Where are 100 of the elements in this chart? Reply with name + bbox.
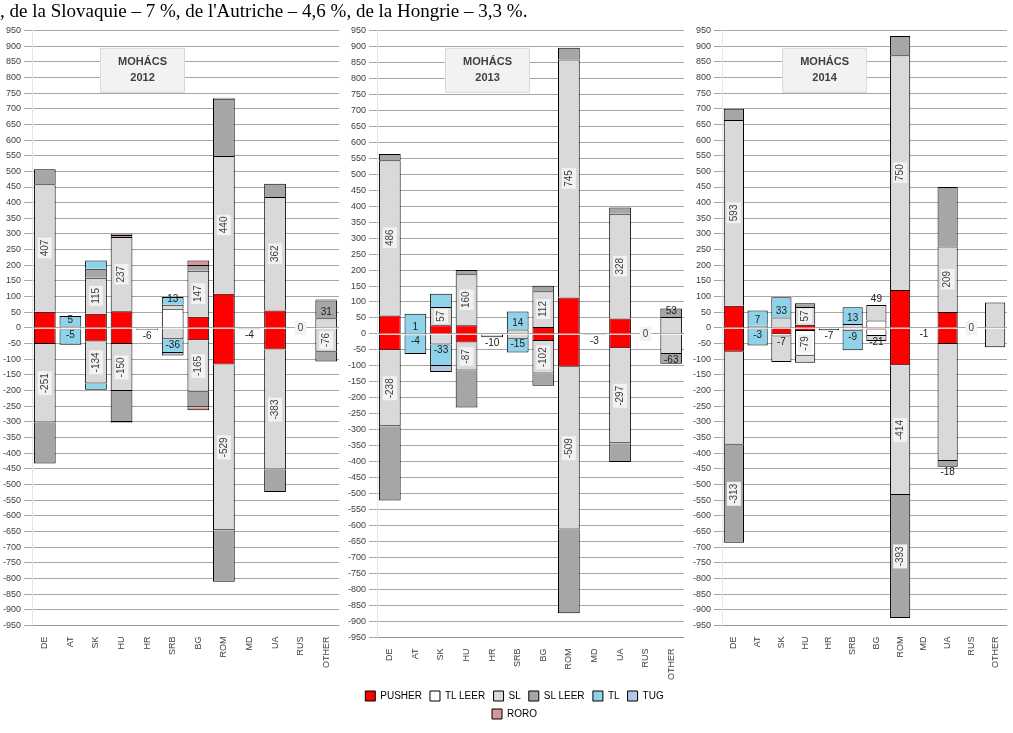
x-tick-label: DE	[728, 636, 739, 650]
y-tick-label: 900	[695, 40, 712, 51]
text: MOHÁCS 2014	[800, 55, 850, 84]
y-tick-label: 300	[695, 228, 712, 239]
y-tick-label: 450	[695, 181, 712, 192]
data-label: -393	[893, 545, 905, 567]
x-tick-label: UA	[942, 636, 953, 650]
data-label: 147	[192, 284, 204, 302]
y-tick-label: 850	[5, 56, 22, 67]
y-tick-label: 400	[695, 197, 712, 208]
y-tick-label: 950	[5, 24, 22, 35]
data-label: 13	[847, 311, 859, 323]
data-label: 0	[642, 327, 649, 339]
x-tick-label: UA	[614, 648, 625, 662]
legend-label: SL	[508, 689, 522, 701]
y-tick-label: -550	[693, 494, 712, 505]
data-label: 49	[870, 292, 883, 304]
y-tick-label: -950	[348, 631, 367, 642]
y-tick-label: 200	[695, 259, 712, 270]
data-label: -509	[562, 437, 574, 459]
data-label: 407	[38, 239, 50, 257]
y-tick-label: -550	[348, 504, 367, 515]
data-label: -7	[824, 329, 834, 341]
data-label: -6	[142, 329, 153, 341]
y-tick-label: -150	[348, 376, 367, 387]
x-tick-label: MD	[243, 636, 254, 651]
y-tick-label: 150	[350, 280, 367, 291]
y-tick-label: -200	[348, 392, 367, 403]
y-tick-label: -750	[3, 557, 22, 568]
data-label: 745	[562, 169, 574, 187]
x-tick-label: OTHER	[989, 636, 1000, 668]
y-tick-label: -600	[3, 510, 22, 521]
y-tick-label: -200	[693, 385, 712, 396]
data-label: 14	[512, 317, 524, 329]
y-tick-label: 0	[706, 322, 712, 333]
data-label: -36	[165, 338, 181, 350]
data-label: -414	[893, 419, 905, 441]
data-label: -4	[410, 334, 421, 346]
x-tick-label: SRB	[167, 636, 178, 656]
x-tick-label: HU	[799, 636, 810, 650]
y-tick-label: -450	[3, 463, 22, 474]
y-tick-label: 900	[5, 40, 22, 51]
data-label: 750	[893, 163, 905, 181]
data-label: 440	[217, 216, 229, 234]
text: , de la Slovaquie – 7 %, de l'Autriche – 4,6 %, de la Hongrie – 3,3 %.	[0, 0, 529, 22]
y-tick-label: 700	[5, 103, 22, 114]
x-tick-label: ROM	[563, 648, 574, 670]
y-tick-label: 100	[350, 296, 367, 307]
legend-label: SL LEER	[543, 689, 585, 701]
x-tick-label: SRB	[512, 648, 523, 668]
x-tick-label: RUS	[295, 636, 306, 656]
y-tick-label: -900	[3, 604, 22, 615]
data-label: -5	[65, 329, 76, 341]
x-tick-label: DE	[384, 648, 395, 662]
y-tick-label: 650	[5, 118, 22, 129]
data-label: -383	[268, 399, 280, 420]
y-tick-label: -100	[3, 353, 22, 364]
y-tick-label: 800	[5, 71, 22, 82]
y-tick-label: 50	[356, 312, 367, 323]
data-label: 5	[67, 314, 74, 326]
data-label: -7	[776, 336, 787, 348]
x-tick-label: AT	[752, 636, 763, 648]
x-tick-label: MD	[588, 648, 599, 663]
y-tick-label: -400	[348, 456, 367, 467]
data-label: -15	[510, 338, 526, 350]
y-tick-label: -450	[348, 472, 367, 483]
y-tick-label: -100	[348, 360, 367, 371]
y-tick-label: 750	[5, 87, 22, 98]
y-tick-label: 650	[695, 118, 712, 129]
y-tick-label: 750	[695, 87, 712, 98]
data-label: -87	[460, 348, 472, 364]
data-label: -79	[798, 335, 810, 351]
data-label: -18	[940, 466, 956, 478]
data-label: 0	[968, 321, 975, 333]
data-label: -134	[89, 351, 101, 373]
y-tick-label: -500	[693, 479, 712, 490]
y-tick-label: -700	[348, 552, 367, 563]
y-tick-label: 850	[350, 56, 367, 67]
data-label: 31	[320, 305, 333, 317]
data-label: 7	[754, 313, 761, 325]
data-label: 112	[537, 300, 549, 317]
data-label: -3	[590, 334, 600, 346]
x-tick-label: RUS	[965, 636, 976, 656]
x-tick-label: BG	[192, 636, 203, 650]
y-tick-label: -850	[348, 600, 367, 611]
y-tick-label: 350	[350, 216, 367, 227]
data-label: 115	[89, 287, 101, 304]
data-label: 1	[412, 321, 419, 333]
y-tick-label: 450	[350, 184, 367, 195]
y-tick-label: 750	[350, 88, 367, 99]
y-tick-label: -300	[348, 424, 367, 435]
y-tick-label: 50	[701, 306, 712, 317]
x-tick-label: SK	[435, 648, 446, 661]
data-label: 57	[434, 310, 446, 322]
y-tick-label: -250	[693, 400, 712, 411]
y-tick-label: -100	[693, 353, 712, 364]
data-label: 593	[727, 204, 739, 222]
y-tick-label: 600	[695, 134, 712, 145]
y-tick-label: -950	[3, 619, 22, 630]
data-label: -238	[383, 377, 395, 399]
